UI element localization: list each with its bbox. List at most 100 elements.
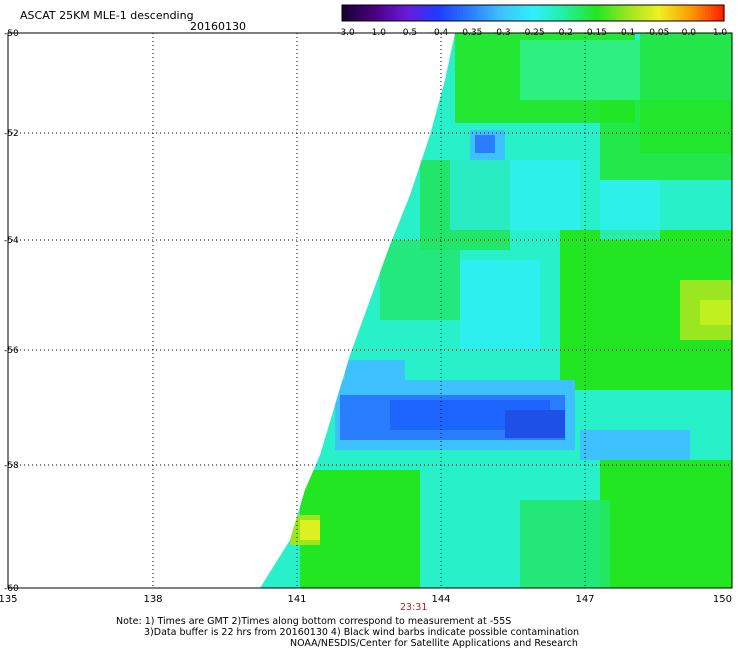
colorbar-cell <box>364 5 369 21</box>
colorbar-cell <box>564 5 569 21</box>
colorbar-label: -0.2 <box>555 28 573 38</box>
colorbar-cell <box>714 5 719 21</box>
colorbar-cell <box>361 5 365 21</box>
colorbar-cell <box>644 5 649 21</box>
colorbar-cell <box>510 5 515 21</box>
colorbar-cell <box>459 5 464 21</box>
colorbar-cell <box>415 5 419 21</box>
y-tick-labels: -50 -52 -54 -56 -58 -60 <box>4 29 19 594</box>
colorbar-cell <box>357 5 362 21</box>
colorbar-cell <box>431 5 435 21</box>
colorbar-cell <box>485 5 490 21</box>
colorbar-cell <box>354 5 359 21</box>
colorbar-cell <box>507 5 512 21</box>
colorbar-cell <box>708 5 712 21</box>
colorbar-cell <box>676 5 681 21</box>
colorbar-cell <box>517 5 521 21</box>
colorbar-cell <box>386 5 391 21</box>
y-tick-label: -58 <box>4 461 19 471</box>
colorbar-cell <box>542 5 547 21</box>
colorbar-cell <box>462 5 467 21</box>
colorbar-cell <box>475 5 480 21</box>
colorbar-cell <box>380 5 384 21</box>
y-tick-label: -54 <box>4 236 19 246</box>
colorbar-cell <box>653 5 658 21</box>
note-line-1: Note: 1) Times are GMT 2)Times along bot… <box>116 616 512 627</box>
colorbar-label: -1.0 <box>368 28 386 38</box>
colorbar-cell <box>641 5 646 21</box>
colorbar-frame <box>341 4 725 22</box>
colorbar-cell <box>650 5 655 21</box>
colorbar-cell <box>545 5 550 21</box>
colorbar-label: -3.0 <box>337 28 355 38</box>
colorbar-cell <box>679 5 684 21</box>
colorbar-cell <box>552 5 556 21</box>
colorbar-cell <box>685 5 690 21</box>
colorbar-labels: -3.0 -1.0 -0.5 -0.4 -0.35 -0.3 -0.25 -0.2 -0.15 -… <box>337 28 727 38</box>
colorbar-cell <box>536 5 540 21</box>
colorbar-label: -0.05 <box>646 28 669 38</box>
colorbar-cell <box>453 5 458 21</box>
colorbar-cell <box>456 5 461 21</box>
colorbar-cell <box>497 5 502 21</box>
note-line-2: 3)Data buffer is 22 hrs from 20160130 4)… <box>144 627 580 638</box>
colorbar-cell <box>688 5 693 21</box>
colorbar-cell <box>478 5 483 21</box>
plot-frame <box>7 32 733 589</box>
colorbar-cell <box>583 5 588 21</box>
colorbar-cell <box>561 5 566 21</box>
colorbar-cell <box>418 5 423 21</box>
colorbar-cell <box>596 5 601 21</box>
colorbar-cell <box>628 5 633 21</box>
colorbar <box>341 4 725 22</box>
colorbar-cell <box>482 5 486 21</box>
colorbar-cell <box>701 5 706 21</box>
colorbar-cell <box>396 5 400 21</box>
map-date: 20160130 <box>190 20 246 33</box>
colorbar-cell <box>405 5 410 21</box>
x-tick-labels: 135 138 141 144 147 150 <box>0 594 732 605</box>
colorbar-cell <box>533 5 537 21</box>
colorbar-cell <box>647 5 652 21</box>
gridlines <box>8 33 732 588</box>
colorbar-cell <box>370 5 375 21</box>
colorbar-label: -0.25 <box>521 28 544 38</box>
colorbar-cell <box>669 5 674 21</box>
colorbar-cell <box>520 5 525 21</box>
colorbar-label: -0.15 <box>584 28 607 38</box>
colorbar-cell <box>443 5 448 21</box>
colorbar-cell <box>660 5 665 21</box>
colorbar-cell <box>555 5 560 21</box>
colorbar-cell <box>568 5 572 21</box>
colorbar-cell <box>539 5 544 21</box>
map-title: ASCAT 25KM MLE-1 descending <box>20 9 194 22</box>
colorbar-cell <box>427 5 432 21</box>
colorbar-cell <box>558 5 563 21</box>
time-label: 23:31 <box>400 602 428 613</box>
y-tick-label: -56 <box>4 346 19 356</box>
colorbar-cell <box>421 5 426 21</box>
x-tick-label: 147 <box>575 594 594 605</box>
colorbar-cell <box>383 5 388 21</box>
colorbar-cell <box>342 5 346 21</box>
colorbar-cell <box>494 5 499 21</box>
colorbar-cell <box>638 5 642 21</box>
x-tick-label: 141 <box>287 594 306 605</box>
x-tick-label: 138 <box>143 594 162 605</box>
colorbar-cell <box>367 5 372 21</box>
y-tick-label: -60 <box>4 584 19 594</box>
colorbar-label: 1.0 <box>713 28 728 38</box>
colorbar-label: -0.5 <box>400 28 418 38</box>
colorbar-cell <box>618 5 623 21</box>
colorbar-cell <box>437 5 442 21</box>
colorbar-cell <box>399 5 404 21</box>
y-tick-label: -52 <box>4 129 19 139</box>
colorbar-cell <box>574 5 579 21</box>
colorbar-cell <box>577 5 582 21</box>
colorbar-cell <box>634 5 639 21</box>
colorbar-cell <box>590 5 595 21</box>
colorbar-cell <box>377 5 381 21</box>
colorbar-cell <box>351 5 356 21</box>
